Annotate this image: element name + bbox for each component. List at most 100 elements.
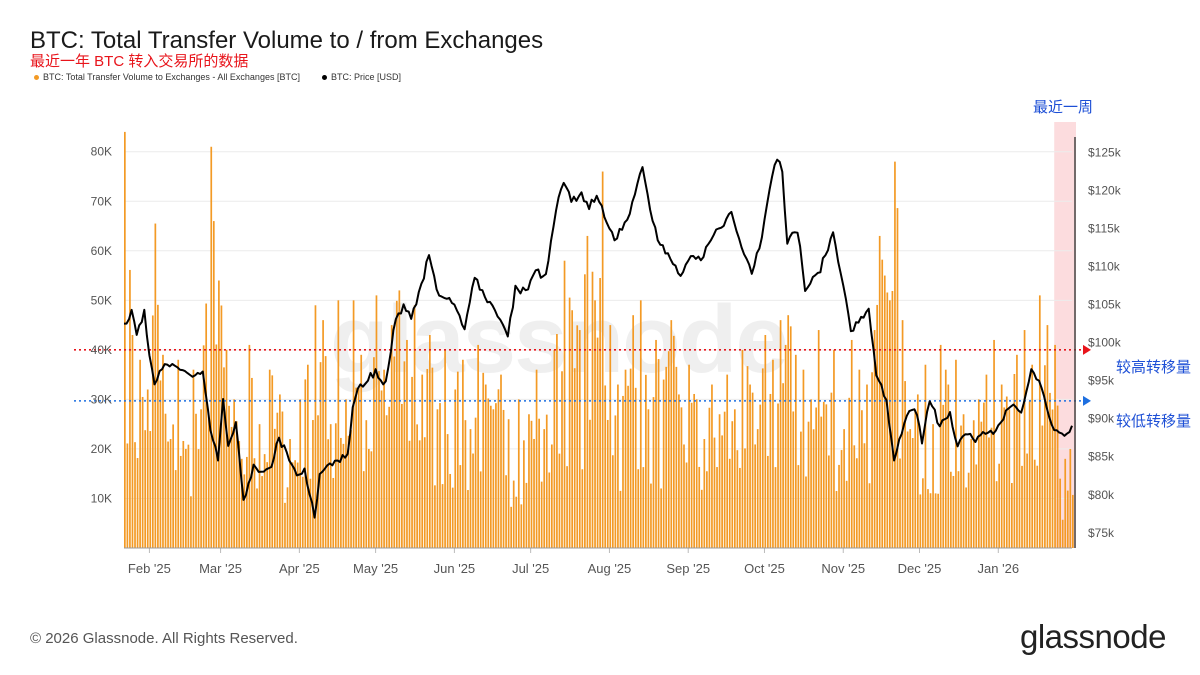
x-tick-label: Apr '25 — [279, 561, 320, 576]
volume-bar — [787, 315, 790, 548]
volume-bar — [698, 466, 701, 548]
volume-bar — [670, 320, 673, 548]
volume-bar — [794, 354, 797, 548]
volume-bar — [944, 369, 947, 548]
volume-bar — [225, 349, 228, 548]
legend-dot-black-icon — [321, 74, 327, 80]
volume-bar — [393, 356, 396, 548]
chart-legend: BTC: Total Transfer Volume to Exchanges … — [34, 72, 401, 82]
volume-bar — [1033, 459, 1036, 548]
volume-bar — [553, 349, 556, 548]
volume-bar — [342, 443, 345, 548]
volume-bar — [1005, 396, 1008, 548]
volume-bar — [642, 467, 645, 548]
x-tick-label: Oct '25 — [744, 561, 785, 576]
volume-bar — [772, 359, 774, 548]
volume-bar — [212, 221, 215, 548]
volume-bar — [993, 339, 995, 548]
volume-bar — [378, 371, 380, 548]
volume-bar — [617, 384, 619, 548]
volume-bar — [561, 371, 563, 548]
volume-bar — [672, 335, 675, 548]
volume-bar — [182, 440, 185, 548]
legend-item-volume[interactable]: BTC: Total Transfer Volume to Exchanges … — [34, 72, 300, 82]
volume-bar — [205, 303, 208, 548]
volume-bar — [650, 483, 652, 548]
volume-bar — [828, 455, 830, 548]
volume-bar — [314, 305, 317, 548]
volume-bar — [434, 485, 436, 548]
volume-bar — [767, 455, 769, 548]
volume-bar — [927, 489, 929, 548]
volume-bar — [1056, 405, 1059, 548]
volume-bar — [223, 367, 225, 548]
volume-bar — [233, 399, 235, 548]
volume-bar — [769, 393, 772, 548]
volume-bar — [408, 440, 411, 548]
volume-bar — [878, 235, 881, 548]
volume-bar — [614, 415, 617, 548]
volume-bar — [177, 359, 180, 548]
volume-bar — [800, 431, 802, 548]
volume-bar — [192, 369, 195, 548]
volume-bar — [550, 444, 553, 548]
volume-bar — [456, 371, 459, 548]
volume-bar — [1013, 374, 1016, 548]
volume-bar — [998, 463, 1000, 548]
volume-bar — [446, 434, 449, 548]
volume-bar — [693, 393, 696, 548]
volume-bar — [967, 472, 970, 548]
volume-bar — [327, 439, 330, 548]
volume-bar — [172, 424, 174, 548]
volume-bar — [558, 453, 561, 548]
volume-bar — [195, 413, 197, 548]
x-tick-label: Mar '25 — [199, 561, 242, 576]
volume-bar — [896, 208, 899, 548]
volume-bar — [304, 379, 307, 548]
volume-bar — [965, 487, 967, 548]
y-left-tick-label: 50K — [91, 293, 112, 307]
volume-bar — [365, 420, 368, 548]
volume-bar — [990, 427, 993, 548]
volume-bar — [319, 362, 322, 548]
volume-bar — [736, 450, 739, 548]
volume-bar — [733, 409, 736, 548]
annotation-recent-week: 最近一周 — [1033, 99, 1094, 116]
volume-bar — [861, 410, 863, 548]
copyright-footer: © 2026 Glassnode. All Rights Reserved. — [30, 630, 298, 647]
volume-bar — [655, 339, 657, 548]
volume-bar — [263, 454, 266, 548]
y-left-tick-label: 30K — [91, 392, 112, 406]
volume-bar — [906, 431, 909, 548]
legend-label-volume: BTC: Total Transfer Volume to Exchanges … — [43, 72, 300, 82]
volume-bar — [667, 351, 670, 548]
volume-bar — [1021, 465, 1023, 548]
glassnode-logo: glassnode — [1020, 618, 1166, 655]
volume-bar — [573, 368, 576, 548]
volume-bar — [932, 424, 934, 548]
volume-bar — [169, 439, 172, 548]
volume-bar — [571, 310, 574, 548]
volume-bar — [238, 441, 241, 548]
y-right-tick-label: $125k — [1088, 145, 1122, 159]
volume-bar — [215, 344, 218, 548]
volume-bar — [845, 480, 848, 548]
legend-item-price[interactable]: BTC: Price [USD] — [321, 72, 401, 82]
volume-bar — [983, 402, 985, 548]
volume-bar — [683, 444, 685, 548]
legend-dot-orange-icon — [34, 74, 39, 80]
volume-bar — [955, 359, 957, 548]
volume-bar — [279, 394, 281, 548]
volume-bar — [367, 448, 370, 548]
volume-bar — [591, 271, 594, 548]
volume-bar — [489, 405, 492, 548]
volume-bar — [459, 465, 462, 548]
x-tick-label: Jun '25 — [434, 561, 476, 576]
volume-bar — [1026, 453, 1028, 548]
volume-bar — [334, 423, 337, 548]
volume-bar — [685, 462, 688, 548]
volume-bar — [454, 389, 457, 548]
volume-bar — [713, 437, 716, 548]
volume-bar — [619, 490, 622, 548]
volume-bar — [947, 384, 950, 548]
